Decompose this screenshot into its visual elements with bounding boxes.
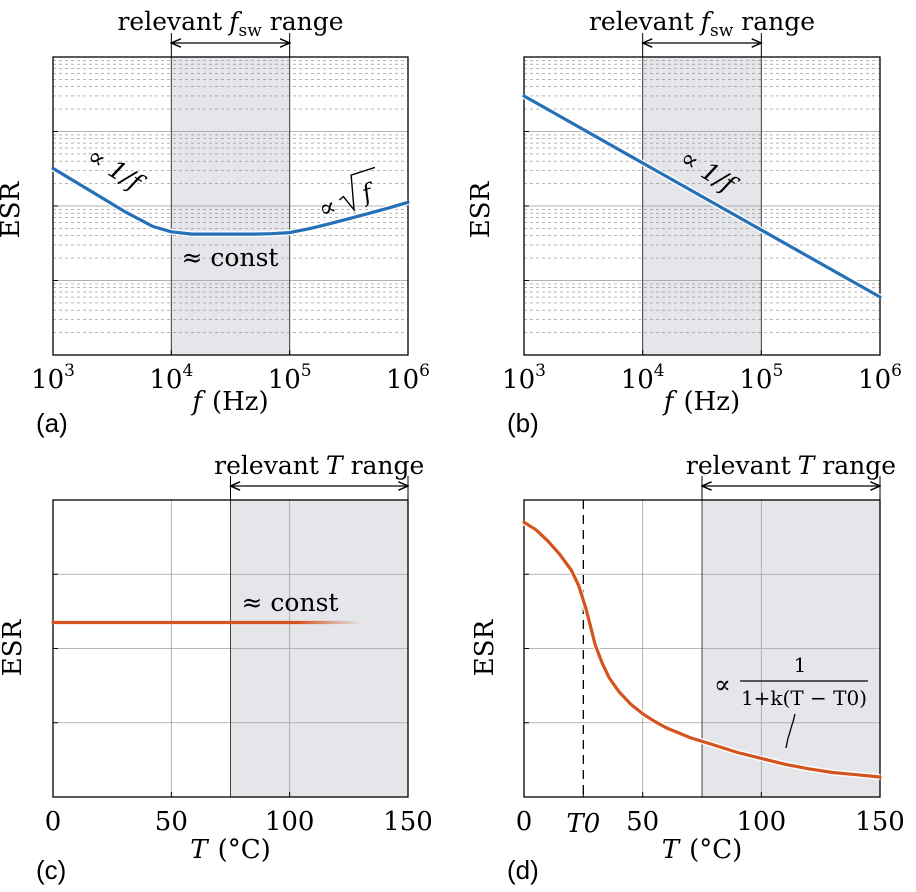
x-axis-unit: (Hz) [683,387,740,417]
annotation-prop: ∝ [714,670,731,699]
fraction-numerator: 1 [794,653,807,677]
tick-exp: 6 [419,361,430,381]
range-symbol: T [326,451,345,480]
tick-exp: 3 [64,361,75,381]
x-axis-label: T (°C) [190,835,271,865]
x-axis-unit: (Hz) [212,387,269,417]
tick-exp: 6 [891,361,902,381]
range-label: relevant fsw range [589,7,815,41]
x-tick-label-t0: T0 [566,809,600,839]
x-tick-label: 50 [626,807,659,837]
range-label: relevant fsw range [117,7,343,41]
panel-letter: (d) [507,855,539,885]
x-tick-label: 150 [383,807,433,837]
panel-letter: (b) [507,408,539,438]
x-tick-label: 150 [855,807,905,837]
range-tail: range [351,451,425,480]
tick-base: 10 [149,365,182,395]
x-tick-label: 103 [31,361,75,395]
panel-letter: (c) [36,855,66,885]
x-axis-symbol: f [662,387,678,417]
y-axis-label: ESR [0,180,26,238]
range-label-text: relevant [686,451,791,480]
x-tick-label: 0 [45,807,62,837]
x-axis-unit: (°C) [218,835,271,865]
tick-base: 10 [31,365,64,395]
range-label-text: relevant [589,7,694,36]
range-sub: sw [238,21,262,41]
series-line [51,166,410,236]
x-tick-label: 106 [386,361,430,395]
x-tick-label: 105 [268,361,312,395]
x-tick-label: 106 [858,361,902,395]
x-tick-label: 0 [516,807,533,837]
range-tail: range [741,7,815,36]
y-axis-label: ESR [470,618,500,676]
tick-base: 10 [858,365,891,395]
range-symbol: f [227,7,242,36]
x-axis-label: T (°C) [662,835,743,865]
annotation-const: ≈ const [182,243,279,272]
x-axis-symbol: T [662,835,681,865]
x-axis-symbol: T [190,835,209,865]
tick-base: 10 [621,365,654,395]
range-tail: range [822,451,896,480]
x-axis-label: f (Hz) [190,387,268,417]
range-label-text: relevant [214,451,319,480]
tick-base: 10 [739,365,772,395]
tick-exp: 4 [654,361,665,381]
series-line [522,520,882,779]
x-axis-label: f (Hz) [662,387,740,417]
x-tick-label: 100 [265,807,315,837]
tick-exp: 5 [772,361,783,381]
tick-exp: 5 [301,361,312,381]
tick-exp: 4 [182,361,193,381]
x-tick-label: 105 [739,361,783,395]
tick-exp: 3 [535,361,546,381]
fraction-denominator: 1+k(T − T0) [741,686,867,710]
y-axis-label: ESR [466,180,496,238]
range-symbol: f [699,7,714,36]
range-sub: sw [710,21,734,41]
y-axis-label: ESR [0,618,28,676]
x-axis-symbol: f [190,387,206,417]
range-tail: range [270,7,344,36]
annotation-const: ≈ const [242,588,339,617]
x-axis-unit: (°C) [689,835,742,865]
range-symbol: T [798,451,817,480]
panel-letter: (a) [36,408,68,438]
x-tick-label: 103 [502,361,546,395]
tick-text: T0 [566,809,600,839]
x-tick-label: 104 [149,361,193,395]
grid [524,57,880,355]
x-tick-label: 104 [621,361,665,395]
x-tick-label: 100 [737,807,787,837]
tick-base: 10 [386,365,419,395]
range-label-text: relevant [117,7,222,36]
radical-sign [338,166,376,213]
proportional-sign: ∝ [315,191,340,224]
leader-line [785,713,796,749]
radicand: f [356,177,379,208]
series-line [522,94,882,299]
tick-base: 10 [268,365,301,395]
tick-base: 10 [502,365,535,395]
x-tick-label: 50 [155,807,188,837]
